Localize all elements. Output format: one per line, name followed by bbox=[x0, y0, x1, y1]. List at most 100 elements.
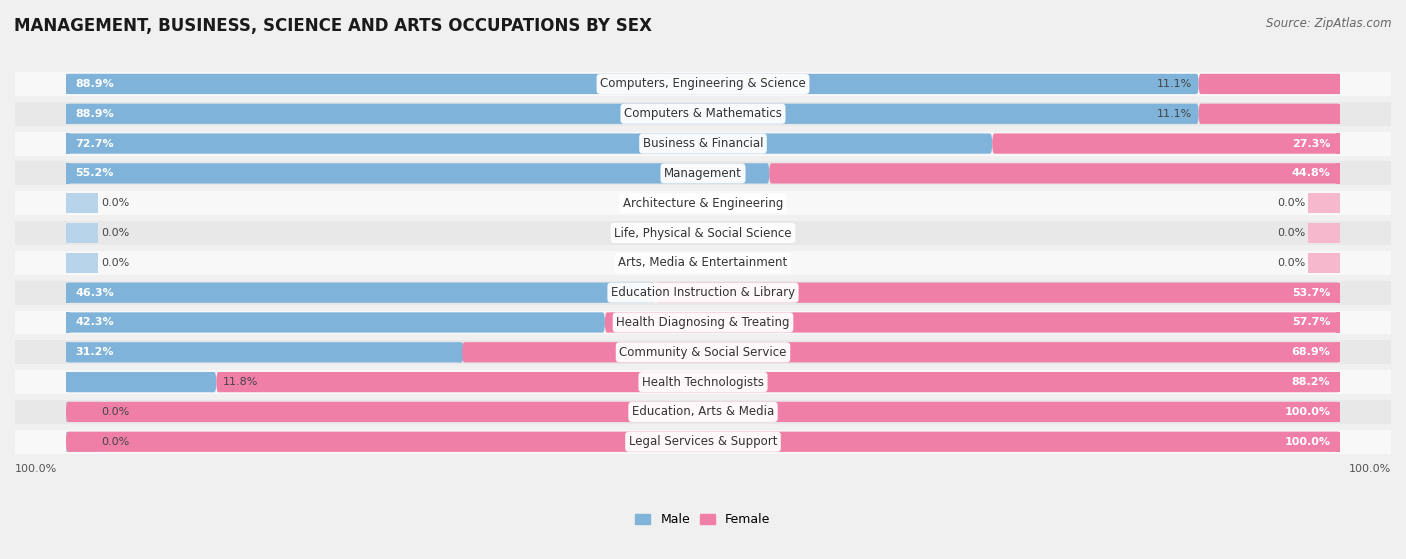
FancyBboxPatch shape bbox=[15, 430, 1391, 454]
FancyBboxPatch shape bbox=[15, 162, 1391, 186]
Text: 88.2%: 88.2% bbox=[1292, 377, 1330, 387]
FancyBboxPatch shape bbox=[66, 402, 98, 422]
FancyBboxPatch shape bbox=[1336, 402, 1340, 422]
FancyBboxPatch shape bbox=[1336, 134, 1340, 154]
FancyBboxPatch shape bbox=[1336, 103, 1340, 124]
FancyBboxPatch shape bbox=[66, 163, 769, 183]
FancyBboxPatch shape bbox=[993, 134, 1340, 154]
Text: 55.2%: 55.2% bbox=[76, 168, 114, 178]
FancyBboxPatch shape bbox=[66, 432, 98, 452]
FancyBboxPatch shape bbox=[66, 103, 1198, 124]
FancyBboxPatch shape bbox=[15, 400, 1391, 424]
Text: 0.0%: 0.0% bbox=[101, 198, 129, 208]
FancyBboxPatch shape bbox=[1336, 342, 1340, 362]
FancyBboxPatch shape bbox=[1308, 223, 1340, 243]
Text: 31.2%: 31.2% bbox=[76, 347, 114, 357]
Text: 11.8%: 11.8% bbox=[222, 377, 259, 387]
FancyBboxPatch shape bbox=[655, 282, 1340, 303]
FancyBboxPatch shape bbox=[217, 372, 1340, 392]
Text: 0.0%: 0.0% bbox=[101, 228, 129, 238]
Text: 27.3%: 27.3% bbox=[1292, 139, 1330, 149]
Legend: Male, Female: Male, Female bbox=[636, 513, 770, 527]
Text: 44.8%: 44.8% bbox=[1292, 168, 1330, 178]
FancyBboxPatch shape bbox=[66, 253, 98, 273]
FancyBboxPatch shape bbox=[1336, 163, 1340, 183]
Text: 88.9%: 88.9% bbox=[76, 109, 114, 119]
FancyBboxPatch shape bbox=[66, 312, 605, 333]
FancyBboxPatch shape bbox=[66, 342, 464, 362]
FancyBboxPatch shape bbox=[66, 163, 70, 183]
Text: 42.3%: 42.3% bbox=[76, 318, 114, 328]
FancyBboxPatch shape bbox=[66, 282, 655, 303]
Text: Computers & Mathematics: Computers & Mathematics bbox=[624, 107, 782, 120]
Text: Education, Arts & Media: Education, Arts & Media bbox=[631, 405, 775, 419]
FancyBboxPatch shape bbox=[66, 372, 70, 392]
FancyBboxPatch shape bbox=[66, 342, 70, 362]
Text: MANAGEMENT, BUSINESS, SCIENCE AND ARTS OCCUPATIONS BY SEX: MANAGEMENT, BUSINESS, SCIENCE AND ARTS O… bbox=[14, 17, 652, 35]
FancyBboxPatch shape bbox=[15, 311, 1391, 334]
Text: Community & Social Service: Community & Social Service bbox=[619, 346, 787, 359]
Text: 53.7%: 53.7% bbox=[1292, 288, 1330, 297]
FancyBboxPatch shape bbox=[1198, 74, 1340, 94]
Text: 100.0%: 100.0% bbox=[1348, 463, 1391, 473]
FancyBboxPatch shape bbox=[66, 312, 70, 333]
FancyBboxPatch shape bbox=[66, 402, 1340, 422]
Text: 0.0%: 0.0% bbox=[101, 258, 129, 268]
FancyBboxPatch shape bbox=[605, 312, 1340, 333]
FancyBboxPatch shape bbox=[66, 103, 70, 124]
FancyBboxPatch shape bbox=[66, 282, 70, 303]
FancyBboxPatch shape bbox=[66, 134, 70, 154]
Text: Health Diagnosing & Treating: Health Diagnosing & Treating bbox=[616, 316, 790, 329]
FancyBboxPatch shape bbox=[15, 102, 1391, 126]
FancyBboxPatch shape bbox=[1308, 193, 1340, 214]
Text: 0.0%: 0.0% bbox=[101, 407, 129, 417]
FancyBboxPatch shape bbox=[15, 72, 1391, 96]
Text: Source: ZipAtlas.com: Source: ZipAtlas.com bbox=[1267, 17, 1392, 30]
Text: 100.0%: 100.0% bbox=[1285, 437, 1330, 447]
FancyBboxPatch shape bbox=[66, 134, 993, 154]
FancyBboxPatch shape bbox=[1336, 432, 1340, 452]
FancyBboxPatch shape bbox=[15, 370, 1391, 394]
Text: 88.9%: 88.9% bbox=[76, 79, 114, 89]
FancyBboxPatch shape bbox=[1336, 312, 1340, 333]
Text: 100.0%: 100.0% bbox=[15, 463, 58, 473]
Text: 0.0%: 0.0% bbox=[1277, 258, 1305, 268]
Text: Arts, Media & Entertainment: Arts, Media & Entertainment bbox=[619, 257, 787, 269]
Text: Management: Management bbox=[664, 167, 742, 180]
Text: 11.1%: 11.1% bbox=[1157, 79, 1192, 89]
FancyBboxPatch shape bbox=[1336, 74, 1340, 94]
FancyBboxPatch shape bbox=[15, 340, 1391, 364]
FancyBboxPatch shape bbox=[463, 342, 1340, 362]
FancyBboxPatch shape bbox=[66, 193, 98, 214]
FancyBboxPatch shape bbox=[15, 132, 1391, 155]
Text: 68.9%: 68.9% bbox=[1292, 347, 1330, 357]
Text: 57.7%: 57.7% bbox=[1292, 318, 1330, 328]
Text: Architecture & Engineering: Architecture & Engineering bbox=[623, 197, 783, 210]
FancyBboxPatch shape bbox=[66, 432, 1340, 452]
FancyBboxPatch shape bbox=[66, 74, 70, 94]
Text: Health Technologists: Health Technologists bbox=[643, 376, 763, 389]
Text: 0.0%: 0.0% bbox=[1277, 198, 1305, 208]
Text: 72.7%: 72.7% bbox=[76, 139, 114, 149]
Text: Education Instruction & Library: Education Instruction & Library bbox=[612, 286, 794, 299]
FancyBboxPatch shape bbox=[15, 251, 1391, 275]
Text: 100.0%: 100.0% bbox=[1285, 407, 1330, 417]
FancyBboxPatch shape bbox=[1308, 253, 1340, 273]
FancyBboxPatch shape bbox=[66, 223, 98, 243]
Text: 0.0%: 0.0% bbox=[1277, 228, 1305, 238]
Text: 46.3%: 46.3% bbox=[76, 288, 114, 297]
Text: 11.1%: 11.1% bbox=[1157, 109, 1192, 119]
Text: Legal Services & Support: Legal Services & Support bbox=[628, 435, 778, 448]
Text: Life, Physical & Social Science: Life, Physical & Social Science bbox=[614, 226, 792, 239]
FancyBboxPatch shape bbox=[66, 74, 1198, 94]
FancyBboxPatch shape bbox=[1336, 372, 1340, 392]
Text: Computers, Engineering & Science: Computers, Engineering & Science bbox=[600, 78, 806, 91]
Text: Business & Financial: Business & Financial bbox=[643, 137, 763, 150]
FancyBboxPatch shape bbox=[66, 372, 217, 392]
FancyBboxPatch shape bbox=[15, 221, 1391, 245]
FancyBboxPatch shape bbox=[1336, 282, 1340, 303]
FancyBboxPatch shape bbox=[15, 191, 1391, 215]
FancyBboxPatch shape bbox=[15, 281, 1391, 305]
FancyBboxPatch shape bbox=[1198, 103, 1340, 124]
FancyBboxPatch shape bbox=[769, 163, 1340, 183]
